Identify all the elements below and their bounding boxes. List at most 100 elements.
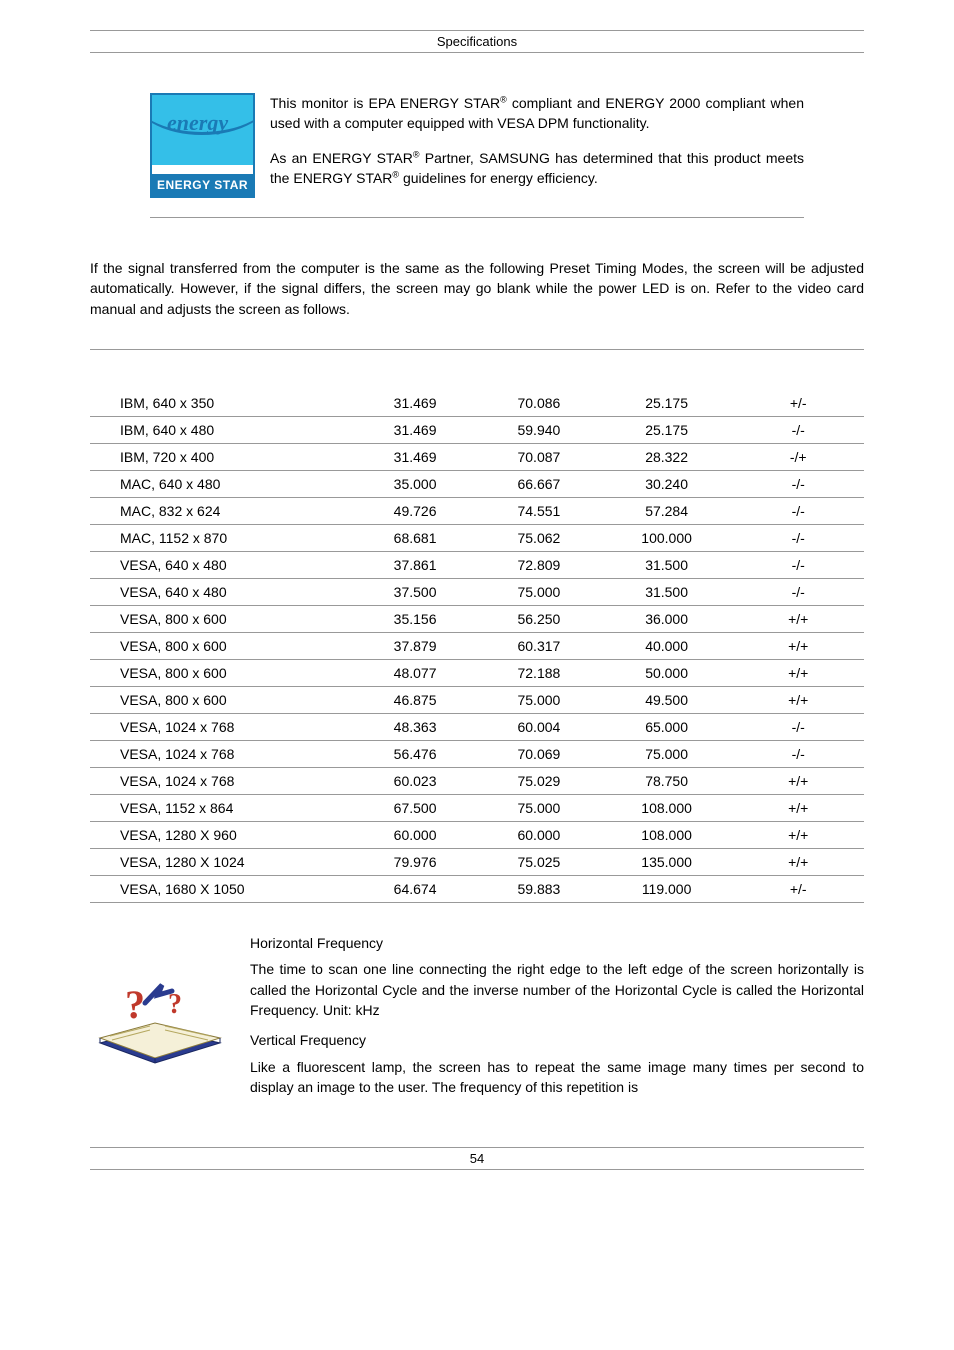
book-question-icon: ? ? [90, 973, 230, 1073]
table-cell: 48.363 [353, 714, 477, 741]
table-cell: 60.317 [477, 633, 601, 660]
table-cell: +/- [732, 390, 864, 417]
table-cell: 30.240 [601, 471, 733, 498]
table-cell: -/- [732, 552, 864, 579]
table-cell: 49.500 [601, 687, 733, 714]
table-cell: 25.175 [601, 390, 733, 417]
table-cell: MAC, 832 x 624 [90, 498, 353, 525]
table-cell: 60.023 [353, 768, 477, 795]
table-cell: +/+ [732, 849, 864, 876]
table-cell: 57.284 [601, 498, 733, 525]
table-cell: 50.000 [601, 660, 733, 687]
table-cell: 70.069 [477, 741, 601, 768]
table-cell: 59.883 [477, 876, 601, 903]
table-cell: -/- [732, 471, 864, 498]
timing-table: IBM, 640 x 35031.46970.08625.175+/-IBM, … [90, 390, 864, 903]
table-cell: +/+ [732, 822, 864, 849]
table-cell: 75.000 [477, 687, 601, 714]
table-cell: VESA, 1024 x 768 [90, 768, 353, 795]
table-cell: +/+ [732, 687, 864, 714]
table-cell: -/- [732, 714, 864, 741]
timing-table-wrap: IBM, 640 x 35031.46970.08625.175+/-IBM, … [90, 349, 864, 903]
table-cell: 60.000 [353, 822, 477, 849]
table-cell: 68.681 [353, 525, 477, 552]
table-cell: 135.000 [601, 849, 733, 876]
table-cell: 60.000 [477, 822, 601, 849]
table-cell: 31.469 [353, 390, 477, 417]
table-cell: VESA, 1280 X 960 [90, 822, 353, 849]
table-cell: 28.322 [601, 444, 733, 471]
table-cell: 75.062 [477, 525, 601, 552]
table-cell: 31.469 [353, 417, 477, 444]
table-cell: 60.004 [477, 714, 601, 741]
table-cell: MAC, 640 x 480 [90, 471, 353, 498]
table-cell: +/+ [732, 606, 864, 633]
page-header-title: Specifications [90, 30, 864, 53]
text-span: As an ENERGY STAR [270, 150, 413, 166]
table-cell: 100.000 [601, 525, 733, 552]
table-cell: 66.667 [477, 471, 601, 498]
table-cell: 119.000 [601, 876, 733, 903]
table-row: IBM, 640 x 48031.46959.94025.175-/- [90, 417, 864, 444]
table-row: VESA, 640 x 48037.50075.00031.500-/- [90, 579, 864, 606]
table-cell: 108.000 [601, 822, 733, 849]
table-cell: 59.940 [477, 417, 601, 444]
svg-text:?: ? [125, 982, 145, 1027]
table-cell: 35.156 [353, 606, 477, 633]
table-cell: 49.726 [353, 498, 477, 525]
energy-para-1: This monitor is EPA ENERGY STAR® complia… [270, 93, 804, 134]
table-cell: 70.086 [477, 390, 601, 417]
vf-title: Vertical Frequency [250, 1030, 864, 1050]
page-number: 54 [90, 1147, 864, 1170]
table-cell: 48.077 [353, 660, 477, 687]
table-cell: -/- [732, 525, 864, 552]
table-cell: IBM, 720 x 400 [90, 444, 353, 471]
hf-body: The time to scan one line connecting the… [250, 959, 864, 1020]
table-cell: VESA, 640 x 480 [90, 552, 353, 579]
table-cell: +/+ [732, 768, 864, 795]
table-cell: 108.000 [601, 795, 733, 822]
table-cell: 78.750 [601, 768, 733, 795]
table-cell: 31.500 [601, 579, 733, 606]
reg-mark: ® [500, 94, 507, 104]
table-cell: 75.025 [477, 849, 601, 876]
table-cell: 31.500 [601, 552, 733, 579]
table-cell: VESA, 800 x 600 [90, 687, 353, 714]
table-cell: -/- [732, 417, 864, 444]
table-cell: 64.674 [353, 876, 477, 903]
table-cell: 70.087 [477, 444, 601, 471]
energy-logo-graphic: energy [152, 95, 253, 165]
table-row: VESA, 640 x 48037.86172.80931.500-/- [90, 552, 864, 579]
vf-body: Like a fluorescent lamp, the screen has … [250, 1057, 864, 1098]
energy-para-2: As an ENERGY STAR® Partner, SAMSUNG has … [270, 148, 804, 189]
energy-description: This monitor is EPA ENERGY STAR® complia… [270, 93, 804, 202]
table-cell: 65.000 [601, 714, 733, 741]
table-cell: 75.000 [477, 795, 601, 822]
table-cell: IBM, 640 x 480 [90, 417, 353, 444]
table-cell: 56.250 [477, 606, 601, 633]
definitions-section: ? ? Horizontal Frequency The time to sca… [90, 933, 864, 1107]
table-cell: IBM, 640 x 350 [90, 390, 353, 417]
table-cell: 75.000 [601, 741, 733, 768]
table-row: VESA, 800 x 60037.87960.31740.000+/+ [90, 633, 864, 660]
table-cell: 46.875 [353, 687, 477, 714]
table-cell: -/- [732, 498, 864, 525]
table-cell: 35.000 [353, 471, 477, 498]
table-cell: 67.500 [353, 795, 477, 822]
table-cell: +/+ [732, 633, 864, 660]
table-cell: -/- [732, 579, 864, 606]
table-row: VESA, 1024 x 76856.47670.06975.000-/- [90, 741, 864, 768]
table-cell: 40.000 [601, 633, 733, 660]
table-cell: VESA, 1280 X 1024 [90, 849, 353, 876]
text-span: guidelines for energy efficiency. [399, 170, 598, 186]
table-cell: 74.551 [477, 498, 601, 525]
table-row: VESA, 800 x 60035.15656.25036.000+/+ [90, 606, 864, 633]
table-row: VESA, 1680 X 105064.67459.883119.000+/- [90, 876, 864, 903]
table-row: IBM, 640 x 35031.46970.08625.175+/- [90, 390, 864, 417]
table-row: VESA, 1280 X 96060.00060.000108.000+/+ [90, 822, 864, 849]
table-cell: VESA, 1024 x 768 [90, 741, 353, 768]
table-row: VESA, 800 x 60048.07772.18850.000+/+ [90, 660, 864, 687]
table-cell: 72.188 [477, 660, 601, 687]
table-cell: 79.976 [353, 849, 477, 876]
table-cell: MAC, 1152 x 870 [90, 525, 353, 552]
